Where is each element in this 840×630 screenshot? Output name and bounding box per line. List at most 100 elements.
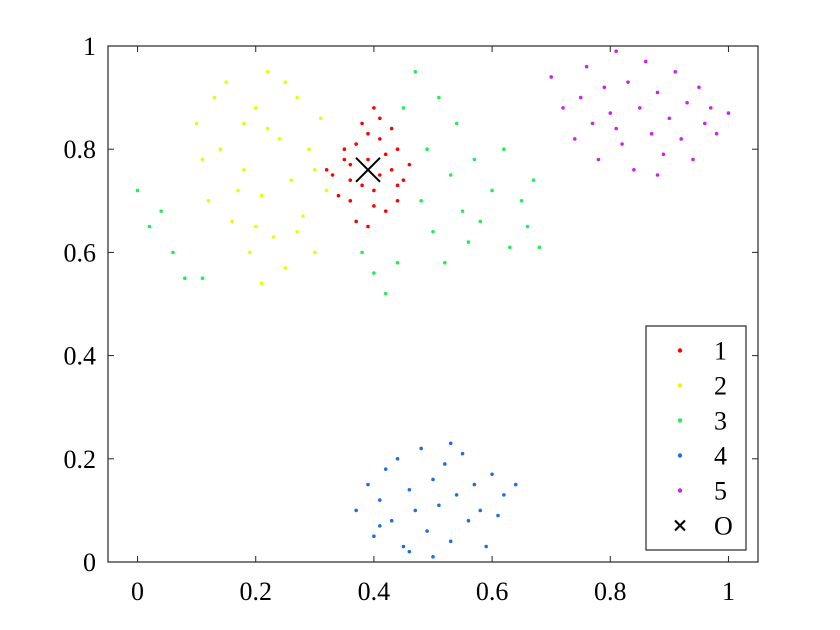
legend-label-series-O: O bbox=[714, 512, 733, 541]
y-tick-label: 0 bbox=[83, 548, 96, 577]
data-point-series-2 bbox=[224, 80, 228, 84]
data-point-series-2 bbox=[313, 250, 317, 255]
data-point-series-5 bbox=[590, 121, 595, 126]
data-point-series-2 bbox=[271, 235, 276, 239]
points-layer bbox=[135, 49, 731, 559]
data-point-series-5 bbox=[614, 126, 618, 131]
data-point-series-2 bbox=[248, 250, 252, 255]
data-point-series-3 bbox=[183, 276, 187, 281]
data-point-series-5 bbox=[661, 152, 666, 157]
data-point-series-2 bbox=[307, 147, 311, 151]
data-point-series-3 bbox=[460, 209, 465, 213]
data-point-series-3 bbox=[448, 173, 453, 177]
legend-marker-series-5 bbox=[677, 488, 683, 493]
data-point-series-1 bbox=[378, 173, 382, 177]
data-point-series-1 bbox=[324, 168, 329, 172]
data-point-series-1 bbox=[389, 168, 394, 172]
data-point-series-5 bbox=[697, 85, 701, 90]
axes-box bbox=[107, 45, 759, 563]
data-point-series-4 bbox=[502, 493, 506, 497]
data-point-series-1 bbox=[354, 219, 358, 224]
data-point-series-3 bbox=[200, 276, 205, 281]
data-point-series-2 bbox=[313, 168, 317, 172]
data-point-series-4 bbox=[472, 482, 477, 487]
data-point-series-4 bbox=[407, 549, 412, 554]
axes-layer: 0 0.2 0.4 0.6 0.8 1 0 0.2 0.4 0.6 0.8 1 bbox=[64, 32, 759, 606]
data-point-series-4 bbox=[395, 457, 400, 461]
data-point-series-1 bbox=[354, 142, 358, 146]
legend-label-series-3: 3 bbox=[714, 407, 727, 436]
data-point-series-4 bbox=[389, 518, 394, 523]
data-point-series-3 bbox=[519, 199, 524, 203]
data-point-series-1 bbox=[372, 204, 376, 208]
data-point-series-3 bbox=[472, 157, 477, 162]
data-point-series-5 bbox=[578, 95, 583, 100]
data-point-series-3 bbox=[508, 245, 512, 250]
data-point-series-1 bbox=[360, 121, 364, 126]
y-tick-label: 0.8 bbox=[64, 135, 97, 164]
legend-marker-series-4 bbox=[677, 453, 683, 458]
data-point-series-2 bbox=[259, 281, 264, 286]
x-tick-label: 0.6 bbox=[476, 577, 509, 606]
data-point-series-2 bbox=[318, 116, 323, 121]
data-point-series-4 bbox=[448, 441, 453, 446]
data-point-series-2 bbox=[230, 219, 234, 224]
data-point-series-4 bbox=[354, 508, 358, 513]
data-point-series-4 bbox=[378, 498, 382, 502]
y-tick-label: 0.4 bbox=[64, 342, 97, 371]
data-point-series-4 bbox=[419, 446, 423, 451]
data-point-series-2 bbox=[295, 229, 299, 234]
data-point-series-3 bbox=[454, 121, 459, 126]
y-tick-label: 0.2 bbox=[64, 445, 97, 474]
data-point-series-3 bbox=[419, 199, 423, 203]
data-point-series-5 bbox=[602, 85, 607, 90]
data-point-series-2 bbox=[289, 178, 293, 182]
data-point-series-5 bbox=[626, 80, 630, 84]
data-point-series-1 bbox=[366, 131, 370, 136]
data-point-series-5 bbox=[638, 106, 642, 110]
data-point-series-5 bbox=[726, 111, 731, 115]
data-point-series-2 bbox=[301, 214, 305, 219]
data-point-series-4 bbox=[513, 482, 518, 487]
marker-o-cross-stroke-2 bbox=[355, 157, 381, 183]
data-point-series-1 bbox=[383, 209, 388, 213]
data-point-series-5 bbox=[708, 106, 713, 110]
data-point-series-4 bbox=[372, 534, 376, 538]
data-point-series-3 bbox=[437, 95, 441, 100]
data-point-series-3 bbox=[401, 106, 406, 110]
y-tick-label: 0.6 bbox=[64, 238, 97, 267]
data-point-series-3 bbox=[159, 209, 163, 213]
data-point-series-1 bbox=[342, 147, 347, 151]
data-point-series-5 bbox=[673, 70, 678, 74]
legend-label-series-4: 4 bbox=[714, 442, 727, 471]
legend-marker-o-stroke-2 bbox=[674, 519, 686, 532]
data-point-series-5 bbox=[679, 137, 683, 141]
data-point-series-5 bbox=[714, 131, 719, 136]
data-point-series-5 bbox=[655, 90, 660, 95]
data-point-series-4 bbox=[425, 529, 429, 533]
data-point-series-1 bbox=[348, 162, 353, 167]
data-point-series-4 bbox=[466, 518, 471, 523]
data-point-series-4 bbox=[401, 544, 406, 549]
legend-marker-o bbox=[674, 519, 686, 532]
data-point-series-4 bbox=[437, 503, 441, 508]
x-tick-label: 0.2 bbox=[239, 577, 272, 606]
legend-label-series-5: 5 bbox=[714, 477, 727, 506]
data-point-series-3 bbox=[383, 291, 388, 296]
data-point-series-4 bbox=[366, 482, 370, 487]
data-point-series-2 bbox=[324, 188, 329, 193]
data-point-series-5 bbox=[655, 173, 660, 177]
data-point-series-3 bbox=[478, 219, 483, 224]
data-point-series-1 bbox=[336, 193, 341, 198]
data-point-series-5 bbox=[667, 116, 672, 121]
data-point-series-1 bbox=[372, 106, 376, 110]
data-point-series-3 bbox=[490, 188, 494, 193]
data-point-series-4 bbox=[413, 508, 418, 513]
data-point-series-1 bbox=[330, 173, 335, 177]
data-point-series-5 bbox=[691, 157, 695, 162]
data-point-series-2 bbox=[218, 147, 223, 151]
y-tick-label: 1 bbox=[83, 32, 96, 61]
x-tick-label: 0.8 bbox=[594, 577, 627, 606]
data-point-series-3 bbox=[537, 245, 542, 250]
